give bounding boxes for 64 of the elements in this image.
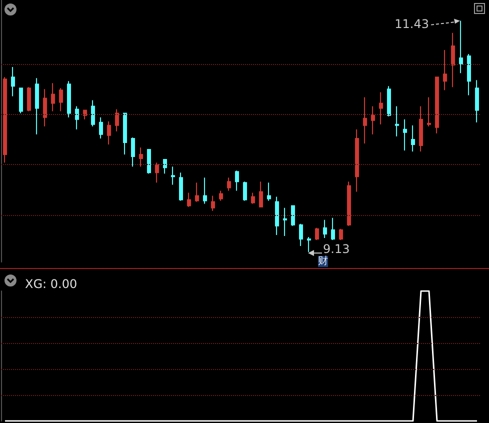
annotation: 9.13 [323,242,350,256]
candlestick [11,66,15,97]
candlestick [259,181,263,208]
candlestick [19,88,23,114]
candlestick [291,205,295,226]
candlestick [43,88,47,127]
candlestick [67,80,71,118]
candlestick [411,124,415,152]
candlestick [251,192,255,204]
candlestick [347,181,351,226]
candlestick [235,170,239,192]
candlestick [395,106,399,137]
candlestick [475,80,479,123]
candlestick [379,92,383,125]
candlestick [123,112,127,156]
candlestick [435,76,439,134]
candlestick [59,88,63,112]
candlestick [211,195,215,212]
candlestick [355,128,359,192]
candlestick [339,228,343,240]
candlestick [203,177,207,204]
candlestick [467,53,471,96]
candlestick [195,182,199,202]
chart-title: XG: 0.00 [25,277,78,291]
candlestick [419,106,423,152]
candlestick [179,172,183,202]
candlestick [163,159,167,174]
candlestick [83,110,87,120]
candlestick [323,219,327,238]
candlestick [371,106,375,135]
candlestick [307,236,311,253]
candlestick [427,96,431,127]
candlestick [227,177,231,192]
candlestick [147,149,151,174]
candlestick [3,76,7,164]
candlestick [387,86,391,117]
candlestick [139,146,143,168]
candlestick [51,82,55,112]
annotation: 11.43 [394,16,429,31]
candlestick [219,190,223,202]
candlestick [451,32,455,88]
candlestick [187,192,191,208]
candlestick [331,217,335,240]
candlestick [243,181,247,202]
candlestick [99,116,103,139]
candlestick [267,182,271,202]
text: 财 [318,256,328,268]
candlestick [115,108,119,132]
candlestick [363,96,367,144]
candlestick [275,196,279,236]
candlestick [299,223,303,247]
candlestick [155,162,159,184]
candlestick [91,100,95,127]
candlestick [403,118,407,152]
candlestick [315,227,319,240]
candlestick [75,106,79,130]
candlestick [459,20,463,74]
candlestick [107,120,111,145]
candlestick [35,78,39,135]
candlestick [27,86,31,112]
candlestick [443,49,447,91]
candlestick [283,207,287,236]
candlestick [131,136,135,168]
candlestick [171,166,175,186]
